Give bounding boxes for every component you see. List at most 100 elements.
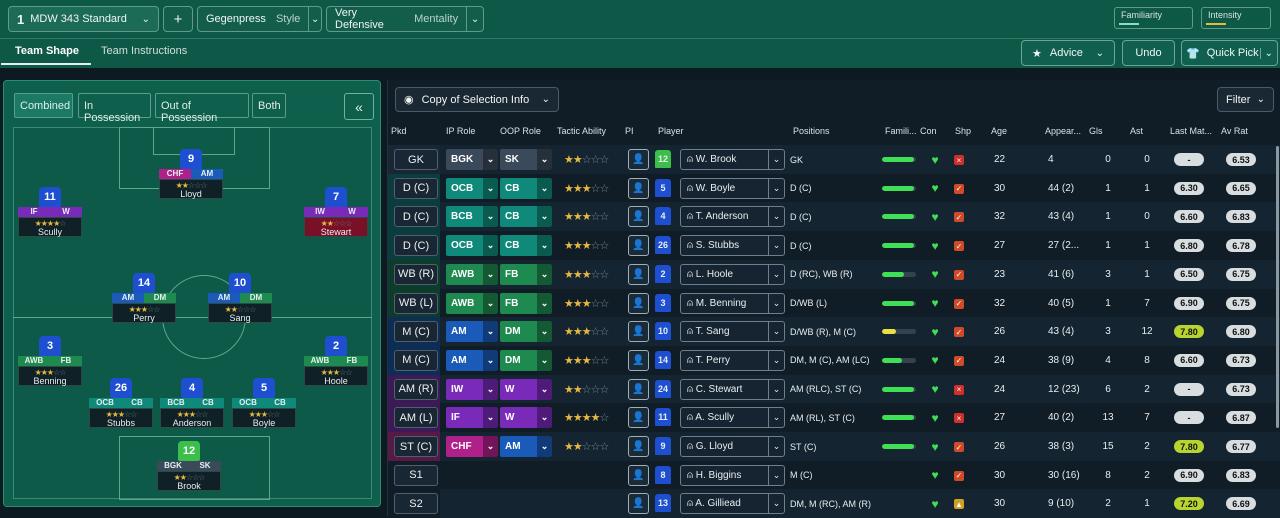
player-instructions-icon[interactable]: 👤 (628, 235, 649, 257)
oop-role-select[interactable]: FB ⌄ (500, 263, 552, 285)
view-in-possession[interactable]: In Possession (78, 93, 151, 124)
ip-role-select[interactable]: OCB ⌄ (446, 177, 498, 199)
oop-role-select[interactable]: AM ⌄ (500, 436, 552, 457)
picked-position[interactable]: S1 (394, 464, 438, 486)
ip-role-select[interactable]: AM ⌄ (446, 349, 498, 371)
ip-role-select[interactable]: IW ⌄ (446, 378, 498, 400)
table-row[interactable]: WB (L) AWB ⌄ FB ⌄ ★★★ ☆☆ 👤 3 ⍝ M. Benning ⌄ D/WB (L… (388, 288, 1280, 318)
ip-role-select[interactable]: BGK ⌄ (446, 149, 498, 170)
copy-selection-info-dropdown[interactable]: ◉ Copy of Selection Info ⌄ (395, 87, 559, 112)
header-last-match[interactable]: Last Mat... (1170, 126, 1213, 136)
header-average-rating[interactable]: Av Rat (1221, 126, 1248, 136)
picked-position[interactable]: WB (R) (394, 263, 438, 285)
picked-position[interactable]: D (C) (394, 177, 438, 199)
tab-team-shape[interactable]: Team Shape (1, 45, 91, 65)
undo-button[interactable]: Undo (1122, 40, 1175, 66)
player-select[interactable]: ⍝ L. Hoole ⌄ (680, 263, 785, 285)
oop-role-select[interactable]: W ⌄ (500, 378, 552, 400)
view-out-of-possession[interactable]: Out of Possession (155, 93, 249, 124)
ip-role-select[interactable]: AWB ⌄ (446, 292, 498, 314)
add-tactic-button[interactable]: + (163, 6, 193, 32)
player-instructions-icon[interactable]: 👤 (628, 263, 649, 285)
tactic-selector[interactable]: 1 MDW 343 Standard ⌄ (8, 6, 159, 32)
player-instructions-icon[interactable]: 👤 (628, 464, 649, 486)
picked-position[interactable]: AM (L) (394, 407, 438, 429)
tab-team-instructions[interactable]: Team Instructions (101, 45, 188, 57)
player-select[interactable]: ⍝ M. Benning ⌄ (680, 292, 785, 314)
oop-role-select[interactable]: CB ⌄ (500, 206, 552, 228)
table-row[interactable]: AM (L) IF ⌄ W ⌄ ★★★★ ☆ 👤 11 ⍝ A. Scully ⌄ AM (RL), … (388, 403, 1280, 433)
player-instructions-icon[interactable]: 👤 (628, 321, 649, 343)
familiarity-indicator[interactable]: Familiarity (1114, 7, 1193, 29)
table-row[interactable]: D (C) OCB ⌄ CB ⌄ ★★★ ☆☆ 👤 5 ⍝ W. Boyle ⌄ D (C) ♥ ✓ 30 4… (388, 173, 1280, 203)
header-tactic-ability[interactable]: Tactic Ability (557, 126, 607, 136)
table-row[interactable]: M (C) AM ⌄ DM ⌄ ★★★ ☆☆ 👤 10 ⍝ T. Sang ⌄ D/WB (R), M… (388, 317, 1280, 347)
header-age[interactable]: Age (991, 126, 1008, 136)
header-pi[interactable]: PI (625, 126, 634, 136)
oop-role-select[interactable]: SK ⌄ (500, 149, 552, 170)
oop-role-select[interactable]: W ⌄ (500, 407, 552, 429)
header-player[interactable]: Player (658, 126, 684, 136)
player-select[interactable]: ⍝ H. Biggins ⌄ (680, 464, 785, 486)
ip-role-select[interactable]: IF ⌄ (446, 407, 498, 429)
style-selector[interactable]: Gegenpress Style ⌄ (197, 6, 322, 32)
collapse-icon[interactable]: « (344, 93, 374, 120)
table-row[interactable]: S1 👤 8 ⍝ H. Biggins ⌄ M (C) ♥ ✓ 30 30 (16) 8 2 6.90 6… (388, 460, 1280, 490)
player-select[interactable]: ⍝ W. Boyle ⌄ (680, 177, 785, 199)
table-row[interactable]: D (C) OCB ⌄ CB ⌄ ★★★ ☆☆ 👤 26 ⍝ S. Stubbs ⌄ D (C) ♥ ✓ 2… (388, 231, 1280, 261)
ip-role-select[interactable]: OCB ⌄ (446, 235, 498, 257)
player-instructions-icon[interactable]: 👤 (628, 493, 649, 515)
view-both[interactable]: Both (252, 93, 286, 118)
advice-button[interactable]: ★ Advice ⌄ (1021, 40, 1115, 66)
ip-role-select[interactable]: BCB ⌄ (446, 206, 498, 228)
table-row[interactable]: WB (R) AWB ⌄ FB ⌄ ★★★ ☆☆ 👤 2 ⍝ L. Hoole ⌄ D (RC), W… (388, 259, 1280, 289)
oop-role-select[interactable]: CB ⌄ (500, 177, 552, 199)
scrollbar[interactable] (1276, 146, 1279, 428)
intensity-indicator[interactable]: Intensity (1201, 7, 1271, 29)
player-instructions-icon[interactable]: 👤 (628, 292, 649, 314)
header-goals[interactable]: Gls (1089, 126, 1103, 136)
header-ip-role[interactable]: IP Role (446, 126, 476, 136)
picked-position[interactable]: D (C) (394, 235, 438, 257)
picked-position[interactable]: ST (C) (394, 436, 438, 457)
picked-position[interactable]: GK (394, 149, 438, 170)
quick-pick-button[interactable]: 👕 Quick Pick ⌄ (1181, 40, 1278, 66)
picked-position[interactable]: AM (R) (394, 378, 438, 400)
picked-position[interactable]: M (C) (394, 321, 438, 343)
table-row[interactable]: ST (C) CHF ⌄ AM ⌄ ★★ ☆☆☆ 👤 9 ⍝ G. Lloyd ⌄ ST (C) ♥ ✓ 2… (388, 432, 1280, 461)
header-sharpness[interactable]: Shp (955, 126, 972, 136)
mentality-selector[interactable]: Very Defensive Mentality ⌄ (326, 6, 484, 32)
ip-role-select[interactable]: AWB ⌄ (446, 263, 498, 285)
view-combined[interactable]: Combined (14, 93, 73, 118)
header-appearances[interactable]: Appear... (1045, 126, 1082, 136)
player-select[interactable]: ⍝ S. Stubbs ⌄ (680, 235, 785, 257)
picked-position[interactable]: M (C) (394, 349, 438, 371)
player-instructions-icon[interactable]: 👤 (628, 436, 649, 457)
player-instructions-icon[interactable]: 👤 (628, 206, 649, 228)
player-select[interactable]: ⍝ A. Gilliead ⌄ (680, 493, 785, 515)
player-instructions-icon[interactable]: 👤 (628, 407, 649, 429)
player-select[interactable]: ⍝ G. Lloyd ⌄ (680, 436, 785, 457)
player-select[interactable]: ⍝ C. Stewart ⌄ (680, 378, 785, 400)
player-select[interactable]: ⍝ T. Perry ⌄ (680, 349, 785, 371)
player-instructions-icon[interactable]: 👤 (628, 177, 649, 199)
ip-role-select[interactable]: AM ⌄ (446, 321, 498, 343)
oop-role-select[interactable]: CB ⌄ (500, 235, 552, 257)
player-instructions-icon[interactable]: 👤 (628, 149, 649, 170)
player-select[interactable]: ⍝ T. Anderson ⌄ (680, 206, 785, 228)
player-select[interactable]: ⍝ T. Sang ⌄ (680, 321, 785, 343)
table-row[interactable]: AM (R) IW ⌄ W ⌄ ★★ ☆☆☆ 👤 24 ⍝ C. Stewart ⌄ AM (RLC)… (388, 374, 1280, 404)
table-row[interactable]: GK BGK ⌄ SK ⌄ ★★ ☆☆☆ 👤 12 ⍝ W. Brook ⌄ GK ♥ × 22 4 0 0 - 6.… (388, 145, 1280, 174)
ip-role-select[interactable]: CHF ⌄ (446, 436, 498, 457)
picked-position[interactable]: WB (L) (394, 292, 438, 314)
oop-role-select[interactable]: DM ⌄ (500, 321, 552, 343)
player-select[interactable]: ⍝ W. Brook ⌄ (680, 149, 785, 170)
picked-position[interactable]: D (C) (394, 206, 438, 228)
picked-position[interactable]: S2 (394, 493, 438, 515)
header-familiarity[interactable]: Famili... (885, 126, 917, 136)
header-condition[interactable]: Con (920, 126, 937, 136)
table-row[interactable]: M (C) AM ⌄ DM ⌄ ★★★ ☆☆ 👤 14 ⍝ T. Perry ⌄ DM, M (C),… (388, 345, 1280, 375)
player-instructions-icon[interactable]: 👤 (628, 349, 649, 371)
oop-role-select[interactable]: DM ⌄ (500, 349, 552, 371)
table-row[interactable]: S2 👤 13 ⍝ A. Gilliead ⌄ DM, M (RC), AM (R) ♥ ▲ 3… (388, 489, 1280, 518)
